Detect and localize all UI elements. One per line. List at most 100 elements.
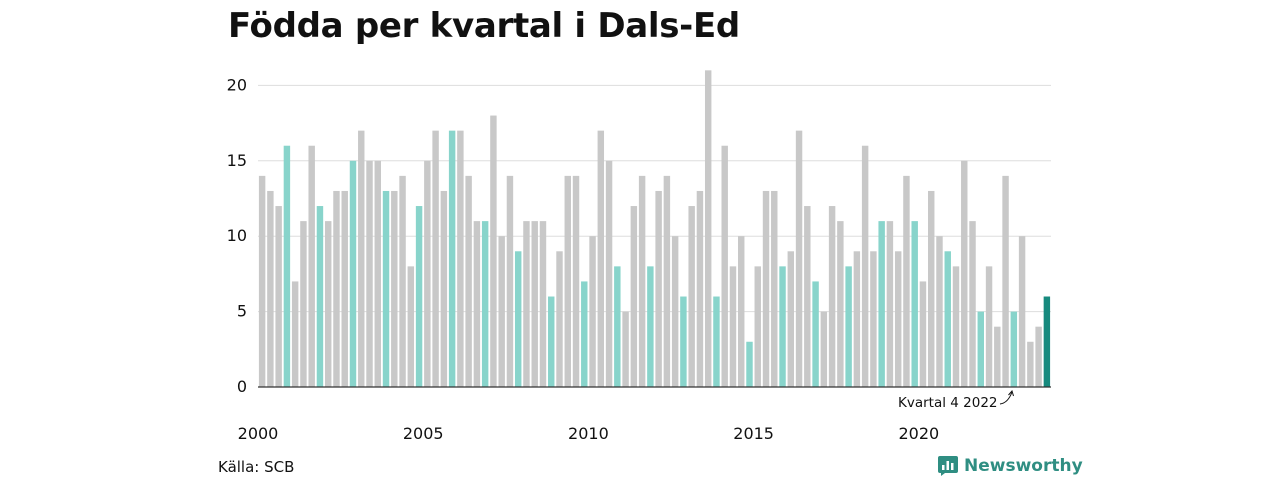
- bar: [746, 341, 753, 387]
- bar: [638, 175, 646, 387]
- bar: [985, 266, 993, 387]
- bar: [382, 190, 390, 387]
- bar: [572, 175, 580, 387]
- bar: [341, 190, 348, 387]
- annotation-arrowhead: [1008, 389, 1014, 397]
- bar: [283, 145, 291, 387]
- bar: [845, 266, 852, 387]
- bar: [771, 190, 778, 387]
- bar: [440, 190, 448, 387]
- bar: [300, 221, 307, 387]
- bar: [1035, 326, 1042, 387]
- bar: [258, 175, 266, 387]
- bar: [622, 311, 629, 387]
- bar: [820, 311, 828, 387]
- bar: [688, 206, 695, 387]
- bar: [275, 206, 282, 387]
- chart-title: Födda per kvartal i Dals-Ed: [228, 6, 740, 46]
- brand-logo: Newsworthy: [938, 456, 1083, 476]
- bar: [424, 160, 431, 387]
- bar: [671, 236, 679, 387]
- bar: [374, 160, 381, 387]
- x-axis-ticks: 2000 2005 2010 2015 2020: [238, 424, 940, 443]
- source-label: Källa: SCB: [218, 458, 295, 476]
- bar: [506, 175, 514, 387]
- y-tick-label: 5: [237, 302, 247, 321]
- bar: [399, 175, 406, 387]
- bar: [358, 130, 365, 387]
- bar: [316, 206, 324, 387]
- bar: [531, 221, 538, 387]
- bar: [589, 236, 596, 387]
- bar: [432, 130, 439, 387]
- bar: [903, 175, 910, 387]
- bar: [605, 160, 613, 387]
- y-tick-label: 0: [237, 377, 247, 396]
- bar: [704, 70, 712, 387]
- x-tick-label: 2015: [733, 424, 774, 443]
- bar: [680, 296, 687, 387]
- bar: [267, 190, 274, 387]
- bar: [366, 160, 373, 387]
- bar: [812, 281, 819, 387]
- bar: [481, 221, 489, 387]
- bar: [1018, 236, 1026, 387]
- bar: [870, 251, 877, 387]
- bar: [721, 145, 728, 387]
- bar: [754, 266, 761, 387]
- bar: [1027, 341, 1034, 387]
- bar: [291, 281, 299, 387]
- bar: [994, 326, 1001, 387]
- bar: [647, 266, 654, 387]
- x-tick-label: 2020: [898, 424, 939, 443]
- bar: [944, 251, 951, 387]
- bar: [919, 281, 927, 387]
- bar: [787, 251, 795, 387]
- bar: [655, 190, 662, 387]
- y-tick-label: 10: [227, 226, 247, 245]
- y-tick-label: 15: [227, 151, 247, 170]
- bar: [391, 190, 398, 387]
- bar: [861, 145, 869, 387]
- bar: [448, 130, 456, 387]
- annotation-label: Kvartal 4 2022: [898, 395, 998, 411]
- bar: [779, 266, 786, 387]
- bar: [936, 236, 943, 387]
- bar: [804, 206, 811, 387]
- bar: [415, 206, 423, 387]
- bar: [308, 145, 315, 387]
- bar: [614, 266, 621, 387]
- bar: [911, 221, 918, 387]
- bar: [961, 160, 968, 387]
- bar: [928, 190, 935, 387]
- bar: [539, 221, 547, 387]
- bar: [828, 206, 836, 387]
- gridlines: [258, 84, 1051, 313]
- bar: [977, 311, 984, 387]
- bar: [556, 251, 563, 387]
- bars: [258, 70, 1051, 387]
- bar: [969, 221, 976, 387]
- bar: [878, 221, 885, 387]
- bar: [490, 115, 497, 387]
- bar: [1010, 311, 1018, 387]
- bar: [762, 190, 770, 387]
- bar: [324, 221, 332, 387]
- annotation-group: Kvartal 4 2022: [898, 389, 1014, 411]
- brand-name: Newsworthy: [964, 456, 1083, 476]
- bar: [1043, 296, 1051, 387]
- bar: [738, 236, 745, 387]
- bar: [886, 221, 894, 387]
- bar: [597, 130, 605, 387]
- bar: [498, 236, 505, 387]
- bar: [630, 206, 638, 387]
- bar: [514, 251, 522, 387]
- x-tick-label: 2010: [568, 424, 609, 443]
- bar: [795, 130, 803, 387]
- bar: [349, 160, 357, 387]
- bar: [548, 296, 555, 387]
- annotation-arrow: [999, 391, 1013, 405]
- bar: [465, 175, 472, 387]
- bar: [457, 130, 464, 387]
